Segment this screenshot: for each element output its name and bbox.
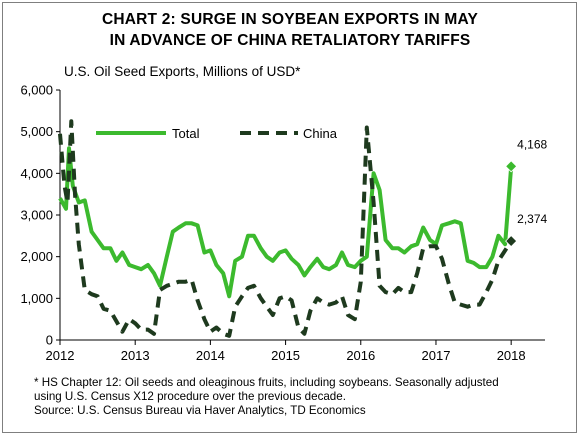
y-tick-label: 0 [46,333,53,348]
x-tick-label: 2018 [497,348,526,363]
footnote-line-2: using U.S. Census X12 procedure over the… [34,390,346,403]
y-tick-label: 5,000 [20,124,53,139]
end-marker-china [505,235,518,248]
y-tick-label: 6,000 [20,83,53,98]
chart-frame [2,2,577,433]
footnote-line-1: * HS Chapter 12: Oil seeds and oleaginou… [34,376,499,389]
y-tick-label: 2,000 [20,249,53,264]
data-label-total: 4,168 [517,137,547,151]
x-axis-ticks: 2012 2013 2014 2015 2016 2017 2018 [46,340,526,363]
y-axis-label: U.S. Oil Seed Exports, Millions of USD* [64,64,301,79]
x-tick-label: 2012 [46,348,75,363]
legend: Total China [96,126,338,141]
chart-title-line-1: CHART 2: SURGE IN SOYBEAN EXPORTS IN MAY [102,11,478,28]
legend-china-label: China [303,126,338,141]
data-label-china: 2,374 [517,212,547,226]
legend-total-label: Total [172,126,200,141]
x-tick-label: 2017 [422,348,451,363]
source-line: Source: U.S. Census Bureau via Haver Ana… [34,404,366,417]
x-tick-label: 2013 [121,348,150,363]
axes [59,90,545,341]
series-line-china [58,119,513,338]
x-tick-label: 2016 [346,348,375,363]
end-marker-total [505,160,518,173]
y-tick-label: 3,000 [20,208,53,223]
y-tick-label: 1,000 [20,291,53,306]
x-tick-label: 2015 [271,348,300,363]
annotation-layer: 4,168 2,374 [505,137,548,248]
series-line-total [58,146,514,299]
y-tick-label: 4,000 [20,166,53,181]
y-axis-ticks: 0 1,000 2,000 3,000 4,000 5,000 6,000 [20,83,60,348]
chart-title-line-2: IN ADVANCE OF CHINA RETALIATORY TARIFFS [110,32,471,49]
series-layer [58,119,514,338]
x-tick-label: 2014 [196,348,225,363]
